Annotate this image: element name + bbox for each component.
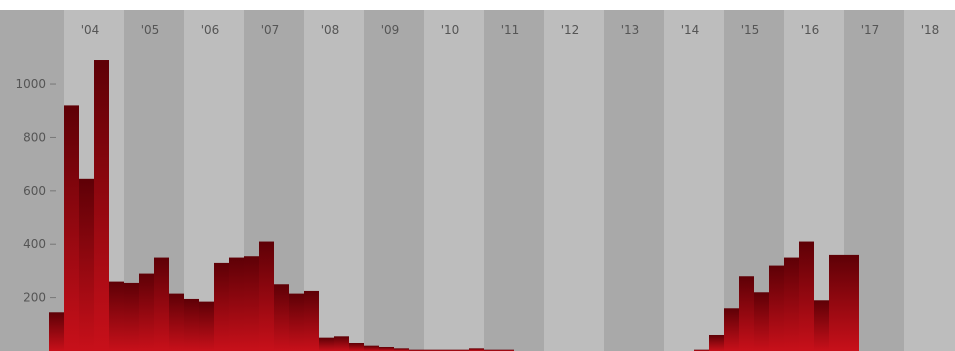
bar [124,282,139,351]
bar [79,178,94,351]
bar [379,346,394,351]
bar [289,293,304,351]
bar [454,349,469,351]
bar [319,337,334,351]
bar [184,298,199,351]
bar [139,273,154,351]
bar [154,257,169,351]
x-tick-label: '14 [681,23,700,37]
year-band [904,10,955,351]
x-tick-label: '17 [861,23,880,37]
band-lead [0,10,64,351]
x-tick-label: '06 [201,23,220,37]
bar [739,276,754,351]
y-tick-label: 800 [23,130,46,144]
bar [304,290,319,351]
bar [49,312,64,351]
x-tick-label: '10 [441,23,460,37]
bar [784,257,799,351]
x-tick-label: '13 [621,23,640,37]
bar [364,345,379,351]
bar [109,281,124,351]
bar [394,348,409,351]
x-tick-label: '16 [801,23,820,37]
x-tick-label: '18 [921,23,940,37]
year-band [604,10,664,351]
year-band [544,10,604,351]
bar [229,257,244,351]
bar [439,349,454,351]
bar [199,301,214,351]
x-tick-label: '05 [141,23,160,37]
x-tick-label: '09 [381,23,400,37]
bar [484,349,499,351]
bar [214,262,229,351]
year-band [484,10,544,351]
bar [469,348,484,351]
y-tick-label: 400 [23,237,46,251]
bar [844,254,859,351]
bar [244,256,259,351]
x-tick-label: '04 [81,23,100,37]
x-axis: '04 '05 '06 '07 '08 '09 '10 '11 '12 '13 '14 '15 '16 '… [81,23,940,37]
y-tick-label: 600 [23,184,46,198]
bar [94,60,109,351]
year-band [664,10,724,351]
y-tick-label: 200 [23,291,46,305]
y-tick-label: 1000 [15,77,46,91]
x-tick-label: '11 [501,23,520,37]
bar [499,349,514,351]
bar [349,342,364,351]
year-band [364,10,424,351]
bars [49,60,859,351]
bar [754,292,769,351]
bar [409,349,424,351]
bar [259,241,274,351]
bar [334,336,349,351]
x-tick-label: '15 [741,23,760,37]
bar [169,293,184,351]
bar [799,241,814,351]
year-band [424,10,484,351]
x-tick-label: '08 [321,23,340,37]
bar [424,349,439,351]
x-tick-label: '07 [261,23,280,37]
bar [814,300,829,351]
bar [64,105,79,351]
bar [274,284,289,351]
bar [724,308,739,351]
bar [694,349,709,351]
bar [769,265,784,351]
bar [709,334,724,351]
x-tick-label: '12 [561,23,580,37]
y-axis: 200 400 600 800 1000 [15,77,56,305]
bar [829,254,844,351]
